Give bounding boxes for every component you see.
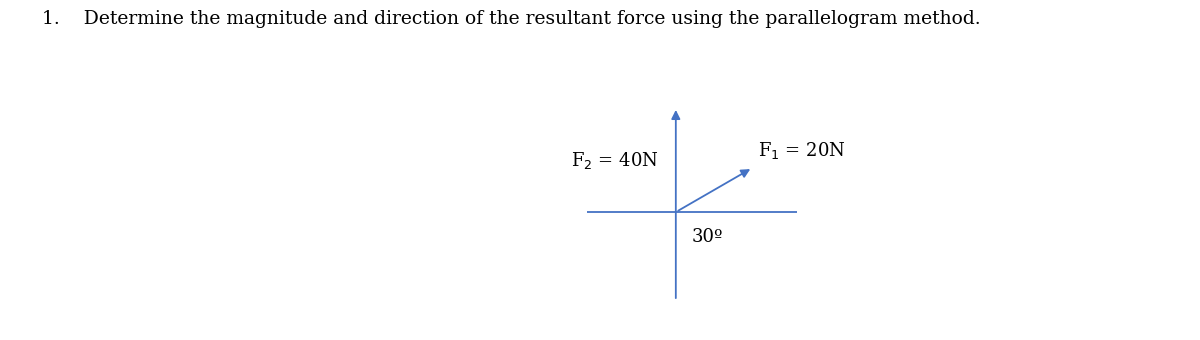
Text: F$_1$ = 20N: F$_1$ = 20N [758, 140, 846, 161]
Text: 1.    Determine the magnitude and direction of the resultant force using the par: 1. Determine the magnitude and direction… [42, 10, 980, 28]
Text: 30º: 30º [692, 228, 724, 246]
Text: F$_2$ = 40N: F$_2$ = 40N [571, 150, 659, 171]
